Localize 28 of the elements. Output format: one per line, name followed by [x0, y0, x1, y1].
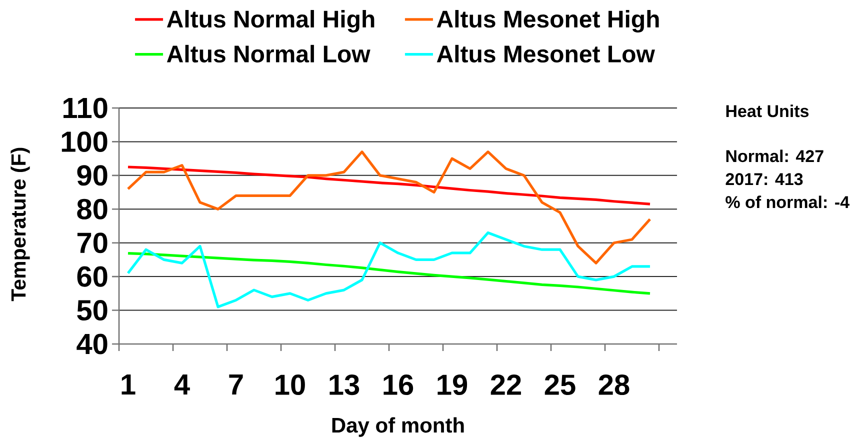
y-tick-label: 40: [76, 334, 108, 354]
legend-label: Altus Mesonet High: [436, 10, 659, 32]
legend-label: Altus Mesonet Low: [436, 44, 655, 63]
x-tick-label: 1: [122, 374, 136, 394]
y-tick-label: 100: [62, 131, 108, 152]
x-tick-label: 4: [174, 374, 190, 394]
y-tick-label: 50: [77, 300, 108, 321]
legend-label: Altus Normal Low: [166, 44, 370, 63]
legend-label: Altus Normal High: [166, 10, 374, 32]
text: Normal: 427: [726, 150, 824, 162]
x-tick-label: 28: [598, 374, 630, 396]
y-tick-label: 70: [77, 232, 108, 254]
x-tick-label: 7: [229, 374, 243, 394]
y-tick-label: 60: [77, 266, 108, 287]
text: % of normal: -4: [726, 196, 850, 208]
x-tick-label: 10: [276, 374, 305, 396]
x-tick-label: 16: [384, 374, 414, 396]
y-tick-label: 110: [64, 98, 108, 118]
text: 2017: 413: [726, 173, 803, 186]
y-axis-title: Temperature (F): [10, 148, 30, 302]
text: Heat Units: [726, 104, 809, 118]
y-tick-label: 90: [77, 165, 108, 186]
x-tick-label: 22: [490, 374, 521, 395]
x-axis-title: Day of month: [332, 417, 464, 437]
y-tick-label: 80: [77, 198, 108, 220]
x-tick-label: 25: [544, 374, 576, 396]
x-tick-label: 19: [438, 374, 468, 396]
x-tick-label: 13: [330, 374, 360, 396]
